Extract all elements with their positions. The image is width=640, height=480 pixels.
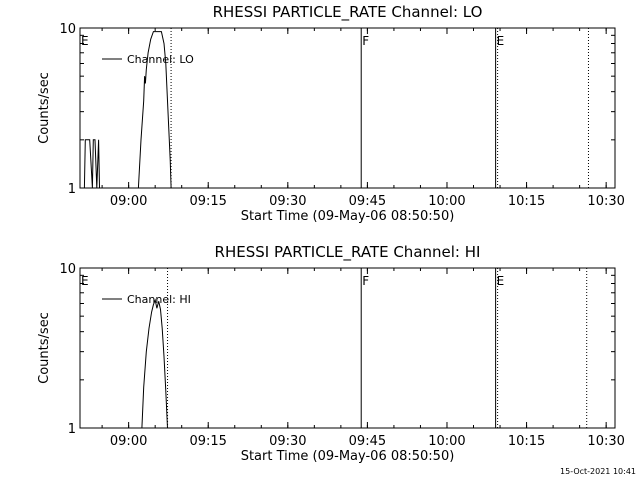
x-tick-label: 10:30: [587, 434, 624, 449]
x-axis-label: Start Time (09-May-06 08:50:50): [241, 209, 455, 224]
x-tick-label: 09:30: [269, 194, 306, 209]
flag-label: E: [497, 34, 505, 48]
x-axis-label: Start Time (09-May-06 08:50:50): [241, 449, 455, 464]
timestamp: 15-Oct-2021 10:41: [560, 467, 636, 476]
plot-frame: [79, 27, 616, 189]
x-tick-label: 10:15: [508, 434, 545, 449]
series-line-1: [141, 298, 168, 428]
y-tick-label: 10: [59, 22, 76, 37]
y-tick-label: 10: [59, 262, 76, 277]
x-tick-label: 10:15: [508, 194, 545, 209]
x-tick-label: 09:00: [110, 194, 147, 209]
y-tick-label: 1: [68, 422, 76, 437]
y-axis-label: Counts/sec: [37, 312, 52, 384]
x-tick-label: 10:00: [428, 434, 465, 449]
flag-label: F: [362, 274, 369, 288]
chart-title: RHESSI PARTICLE_RATE Channel: LO: [213, 3, 483, 22]
x-tick-label: 09:15: [189, 434, 226, 449]
series-line-1: [83, 31, 172, 188]
flag-label: F: [362, 34, 369, 48]
y-axis-label: Counts/sec: [37, 72, 52, 144]
x-tick-label: 09:30: [269, 434, 306, 449]
x-tick-label: 09:00: [110, 434, 147, 449]
chart-title: RHESSI PARTICLE_RATE Channel: HI: [215, 243, 481, 262]
x-tick-label: 10:30: [587, 194, 624, 209]
x-tick-label: 09:15: [189, 194, 226, 209]
chart-panel-1: RHESSI PARTICLE_RATE Channel: LO 09:00 09:…: [37, 3, 625, 224]
x-tick-label: 10:00: [428, 194, 465, 209]
legend-label: Channel: LO: [127, 53, 194, 66]
legend-label: Channel: HI: [127, 293, 191, 306]
flag-label: E: [81, 274, 89, 288]
chart-panel-2: RHESSI PARTICLE_RATE Channel: HI 09:00 09:…: [37, 243, 625, 464]
flag-label: E: [81, 34, 89, 48]
x-tick-label: 09:45: [349, 434, 386, 449]
flag-label: E: [497, 274, 505, 288]
x-tick-label: 09:45: [349, 194, 386, 209]
plot-frame: [79, 267, 616, 429]
y-tick-label: 1: [68, 182, 76, 197]
